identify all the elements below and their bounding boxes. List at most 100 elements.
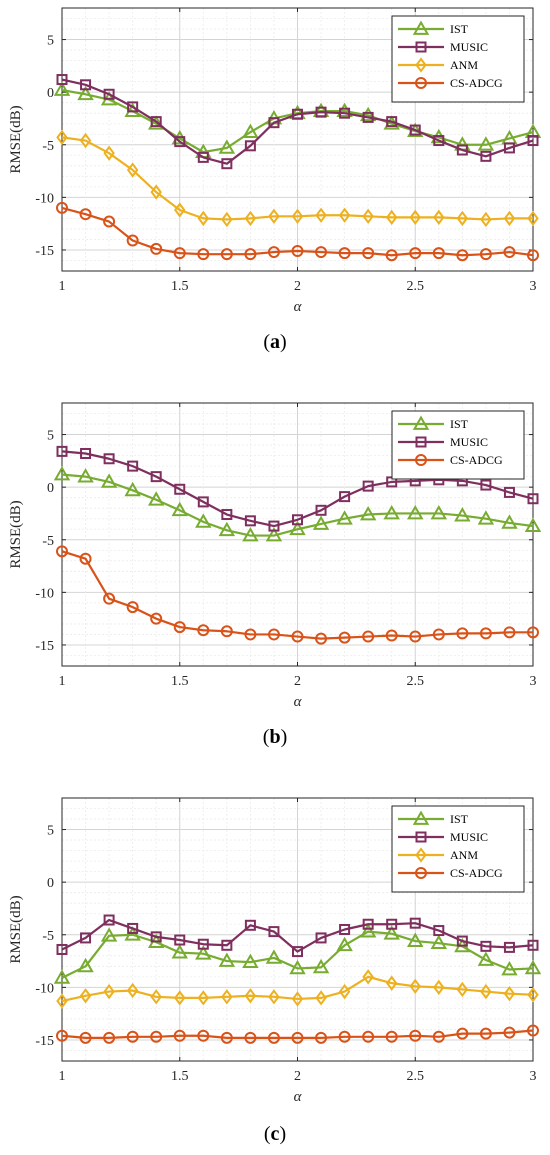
series-line bbox=[61, 930, 534, 979]
chart-panel-1: 1 1.5 2 2.5 3 5 0 -5 -10 -15 α RMSE(dB) IST MUSIC ANM C… bbox=[8, 7, 542, 353]
data-point bbox=[362, 630, 375, 643]
data-point bbox=[409, 978, 421, 994]
data-point bbox=[479, 248, 492, 261]
legend-marker bbox=[415, 77, 427, 89]
data-point bbox=[433, 979, 445, 996]
data-point bbox=[77, 468, 94, 483]
data-point bbox=[315, 207, 327, 223]
data-point bbox=[359, 505, 377, 521]
legend: IST MUSIC ANM CS-ADCG bbox=[391, 805, 525, 893]
data-point bbox=[242, 527, 259, 542]
data-point bbox=[221, 989, 233, 1005]
data-point bbox=[503, 626, 516, 639]
x-axis-label: α bbox=[294, 299, 303, 315]
series-line bbox=[61, 136, 533, 221]
legend-box bbox=[391, 410, 525, 480]
data-point bbox=[56, 201, 68, 214]
data-point bbox=[338, 631, 351, 644]
data-point bbox=[147, 491, 165, 506]
y-tick-label: 5 bbox=[47, 429, 54, 444]
data-point bbox=[220, 1031, 233, 1044]
data-point bbox=[385, 975, 398, 991]
data-point bbox=[244, 210, 257, 227]
data-point bbox=[197, 938, 209, 950]
data-point bbox=[338, 983, 351, 1000]
legend-label: IST bbox=[450, 22, 469, 36]
data-point bbox=[150, 931, 162, 943]
data-point bbox=[56, 129, 68, 146]
x-tick-label: 1.5 bbox=[171, 279, 189, 294]
data-point bbox=[456, 981, 469, 998]
data-point bbox=[292, 514, 303, 526]
data-point bbox=[524, 517, 542, 532]
data-point bbox=[244, 1031, 257, 1044]
data-point bbox=[409, 209, 421, 226]
data-point bbox=[124, 481, 141, 497]
legend-label: CS-ADCG bbox=[450, 453, 503, 467]
series-anm bbox=[56, 969, 539, 1009]
data-point bbox=[103, 592, 116, 605]
x-tick-label: 2.5 bbox=[407, 279, 425, 294]
data-point bbox=[479, 1027, 492, 1040]
y-tick-label: -10 bbox=[35, 586, 54, 601]
data-point bbox=[173, 1029, 186, 1042]
legend-marker bbox=[415, 41, 427, 53]
data-point bbox=[503, 1026, 516, 1039]
data-point bbox=[291, 245, 304, 258]
legend-marker bbox=[415, 847, 427, 863]
data-point bbox=[242, 123, 259, 139]
data-point bbox=[221, 211, 233, 228]
data-point bbox=[195, 513, 212, 528]
y-axis-label: RMSE(dB) bbox=[8, 105, 24, 173]
series-line bbox=[61, 1029, 534, 1039]
data-point bbox=[268, 208, 280, 224]
series-line bbox=[61, 473, 534, 537]
data-point bbox=[126, 982, 139, 999]
y-tick-label: -15 bbox=[35, 1034, 54, 1049]
data-point bbox=[432, 628, 445, 641]
data-point bbox=[315, 504, 327, 516]
data-point bbox=[503, 941, 515, 953]
data-point bbox=[77, 957, 94, 973]
data-point bbox=[242, 953, 259, 968]
data-point bbox=[292, 946, 303, 958]
data-point bbox=[339, 924, 351, 935]
series-cs-adcg bbox=[56, 1024, 539, 1044]
data-point bbox=[267, 1031, 280, 1044]
data-point bbox=[527, 249, 539, 262]
data-point bbox=[315, 106, 327, 118]
data-point bbox=[430, 934, 448, 950]
data-point bbox=[312, 958, 330, 974]
series-ist bbox=[53, 923, 542, 984]
data-point bbox=[432, 1030, 445, 1043]
legend-label: ANM bbox=[450, 58, 478, 72]
data-point bbox=[477, 510, 495, 525]
data-point bbox=[407, 122, 424, 137]
data-point bbox=[244, 140, 256, 152]
data-point bbox=[407, 504, 424, 520]
data-point bbox=[218, 521, 236, 537]
legend: IST MUSIC CS-ADCG bbox=[391, 410, 525, 480]
legend-label: IST bbox=[450, 417, 469, 431]
data-point bbox=[56, 74, 68, 86]
x-tick-label: 2 bbox=[294, 279, 301, 294]
data-point bbox=[527, 987, 539, 1003]
legend-marker bbox=[412, 415, 430, 430]
series-line bbox=[61, 206, 534, 257]
data-point bbox=[409, 1029, 422, 1042]
data-point bbox=[126, 234, 139, 247]
data-point bbox=[268, 989, 280, 1005]
legend-marker bbox=[415, 57, 427, 73]
legend-label: IST bbox=[450, 812, 469, 826]
data-point bbox=[150, 1030, 163, 1043]
data-point bbox=[126, 601, 139, 614]
legend-marker bbox=[412, 810, 430, 825]
data-point bbox=[265, 949, 283, 964]
data-point bbox=[150, 989, 162, 1005]
legend-box bbox=[391, 805, 525, 893]
data-point bbox=[503, 486, 515, 498]
data-point bbox=[527, 626, 539, 639]
series-line bbox=[61, 450, 534, 528]
data-point bbox=[315, 246, 328, 259]
data-point bbox=[362, 969, 374, 985]
